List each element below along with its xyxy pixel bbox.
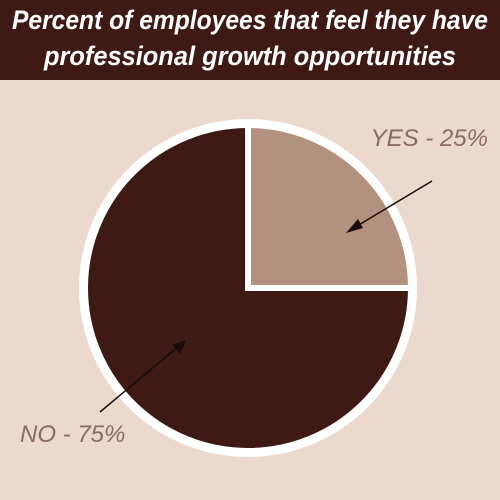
arrow-head (346, 219, 363, 233)
pie-slice (245, 121, 415, 291)
slice-label: YES - 25% (371, 125, 488, 152)
chart-title: professional growth opportunities (43, 41, 456, 71)
arrow-line (99, 344, 181, 413)
chart-title: Percent of employees that feel they have (12, 5, 488, 35)
title-bar (0, 0, 500, 80)
pie-slice (82, 121, 415, 454)
slice-label: NO - 75% (20, 421, 125, 448)
pie (79, 119, 417, 457)
arrow-head (172, 340, 186, 354)
arrow-line (351, 180, 433, 230)
